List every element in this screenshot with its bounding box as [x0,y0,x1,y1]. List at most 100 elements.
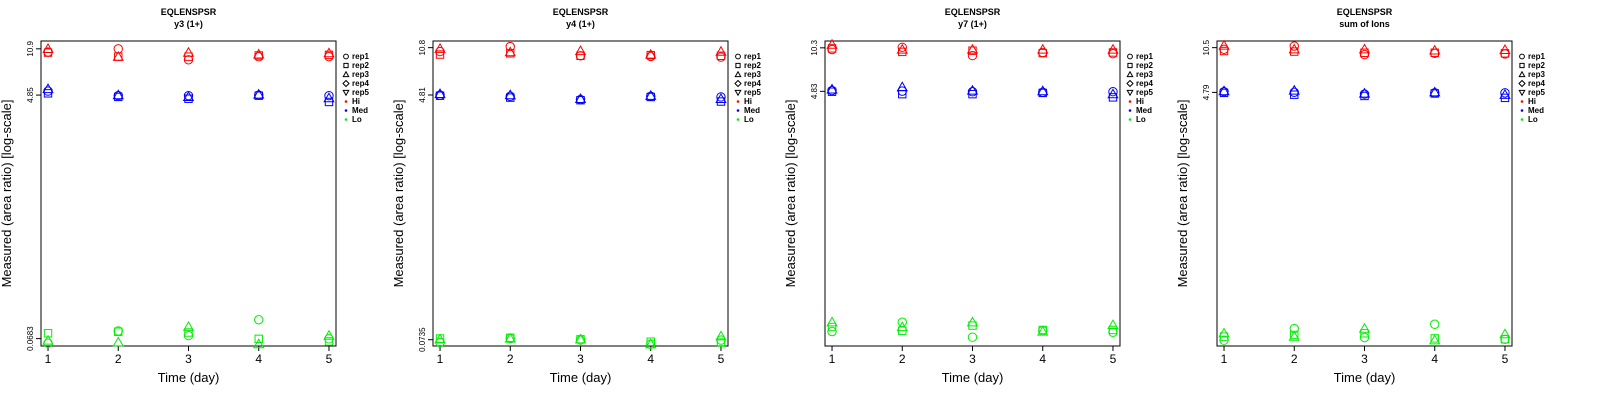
point-med-rep3-day2 [896,81,908,92]
y-axis-label: Measured (area ratio) [log-scale] [784,100,798,288]
point-lo-rep3-day1 [826,316,838,327]
legend-label-lo: Lo [352,115,362,124]
point-hi-rep2-day4 [646,50,655,60]
legend-marker-rep1 [1127,53,1133,60]
y-tick-label: 4.81 [418,87,427,103]
legend-label-rep5: rep5 [744,88,761,97]
point-hi-rep3-day2 [1288,43,1300,54]
point-med-rep2-day2 [1290,90,1299,99]
y-axis-label: Measured (area ratio) [log-scale] [0,100,14,288]
legend-marker-rep3 [1126,70,1134,78]
legend-label-lo: Lo [1528,115,1538,124]
legend-label-rep1: rep1 [1528,52,1545,61]
x-tick-label: 2 [899,352,906,366]
chart-title: EQLENSPSR [161,7,217,17]
point-lo-rep1-day2 [897,317,907,327]
point-lo-rep2-day3 [1360,329,1369,338]
point-hi-rep3-day5 [1499,44,1511,54]
x-tick-label: 4 [255,352,262,366]
point-hi-rep3-day5 [715,45,727,56]
point-lo-rep1-day5 [1500,334,1510,344]
legend-marker-rep2 [1519,62,1525,69]
x-tick-label: 1 [437,352,444,366]
legend-label-rep5: rep5 [1136,88,1153,97]
scatter-panel-2: EQLENSPSR y4 (1+) 1 2 3 4 5 Time (day) 0.0735 4.8… [392,7,761,385]
point-hi-rep3-day1 [42,42,54,53]
point-lo-rep3-day3 [1358,322,1371,333]
x-tick-label: 1 [45,352,52,366]
x-tick-label: 2 [1291,352,1298,366]
y-tick-label: 10.9 [26,40,35,56]
y-tick-label: 0.0683 [26,326,35,351]
point-hi-rep3-day1 [1218,39,1230,50]
point-hi-rep1-day2 [505,41,515,52]
x-tick-label: 5 [718,352,725,366]
point-lo-rep2-day2 [114,327,123,336]
point-med-rep1-day3 [1359,89,1370,99]
point-lo-rep3-day2 [896,321,908,332]
point-hi-rep1-day2 [1289,41,1299,51]
point-lo-rep3-day2 [1288,330,1300,341]
point-med-rep1-day2 [1289,87,1299,97]
legend-marker-rep2 [735,62,741,69]
chart-title: EQLENSPSR [1337,7,1393,17]
legend-marker-rep1 [1519,53,1525,60]
point-med-rep3-day3 [182,91,195,102]
point-hi-rep3-day2 [896,43,908,54]
point-hi-rep3-day4 [1037,43,1049,54]
legend-dot-med [344,109,348,112]
y-tick-label: 10.3 [810,39,819,55]
legend-label-rep1: rep1 [744,52,761,61]
y-tick-label: 10.5 [1202,39,1211,55]
point-hi-rep1-day5 [716,52,726,62]
x-tick-label: 3 [969,352,976,366]
point-hi-rep1-day1 [827,44,837,55]
legend-marker-rep5 [1126,89,1134,97]
point-med-rep3-day4 [253,88,265,99]
point-lo-rep2-day5 [1500,335,1510,344]
point-hi-rep3-day4 [645,48,657,59]
x-tick-label: 2 [507,352,514,366]
legend-label-med: Med [1136,106,1152,115]
point-lo-rep3-day4 [1429,334,1441,345]
plot-frame [40,40,337,347]
point-med-rep3-day2 [1288,84,1300,95]
point-med-rep1-day5 [324,90,334,101]
legend-marker-rep1 [343,53,349,60]
x-tick-label: 1 [829,352,836,366]
chart-subtitle: y7 (1+) [958,19,987,29]
point-med-rep1-day5 [1108,87,1118,97]
legend-label-rep1: rep1 [1136,52,1153,61]
legend-marker-rep4 [734,79,742,88]
point-med-rep3-day3 [574,93,587,104]
legend-label-rep5: rep5 [1528,88,1545,97]
x-tick-label: 3 [1361,352,1368,366]
legend-dot-hi [344,100,348,103]
y-tick-label: 4.79 [1202,84,1211,100]
legend-label-med: Med [1528,106,1544,115]
legend-marker-rep2 [1127,62,1133,69]
point-lo-rep3-day3 [574,333,587,344]
point-med-rep3-day5 [323,92,335,103]
legend-label-hi: Hi [1528,97,1536,106]
point-hi-rep3-day4 [1429,44,1441,55]
x-tick-label: 3 [185,352,192,366]
point-med-rep1-day5 [716,92,726,102]
data-points [434,41,727,349]
point-lo-rep3-day2 [504,332,516,343]
plot-frame [432,40,729,347]
chart-subtitle: y4 (1+) [566,19,595,29]
x-tick-label: 5 [1502,352,1509,366]
point-hi-rep1-day2 [897,42,907,52]
x-axis-label: Time (day) [1334,370,1396,385]
legend-marker-rep3 [1518,70,1526,78]
point-lo-rep1-day4 [1430,319,1440,329]
point-med-rep2-day5 [716,97,726,106]
point-hi-rep1-day3 [1359,49,1370,60]
data-points [1218,39,1511,345]
legend-label-rep4: rep4 [1528,79,1545,88]
